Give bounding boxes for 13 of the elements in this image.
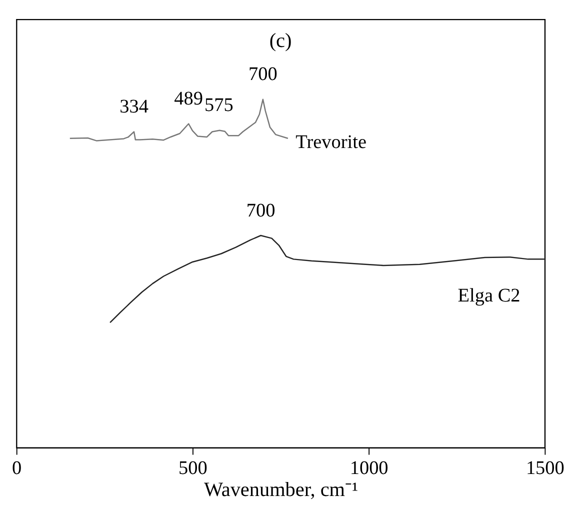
annotation: 700 <box>246 200 276 222</box>
x-tick-label: 500 <box>178 458 208 480</box>
annotation: 334 <box>120 96 149 118</box>
annotation: 575 <box>204 95 234 116</box>
series-label: Trevorite <box>296 132 367 153</box>
x-tick-label: 0 <box>12 458 22 480</box>
chart-title: (c) <box>269 30 292 52</box>
series-label: Elga C2 <box>458 286 520 307</box>
x-tick-label: 1000 <box>350 458 388 480</box>
x-tick-label: 1500 <box>526 458 564 480</box>
annotation: 489 <box>174 88 204 110</box>
annotation: 700 <box>248 64 278 86</box>
x-axis-title: Wavenumber, cm⁻¹ <box>204 479 358 502</box>
